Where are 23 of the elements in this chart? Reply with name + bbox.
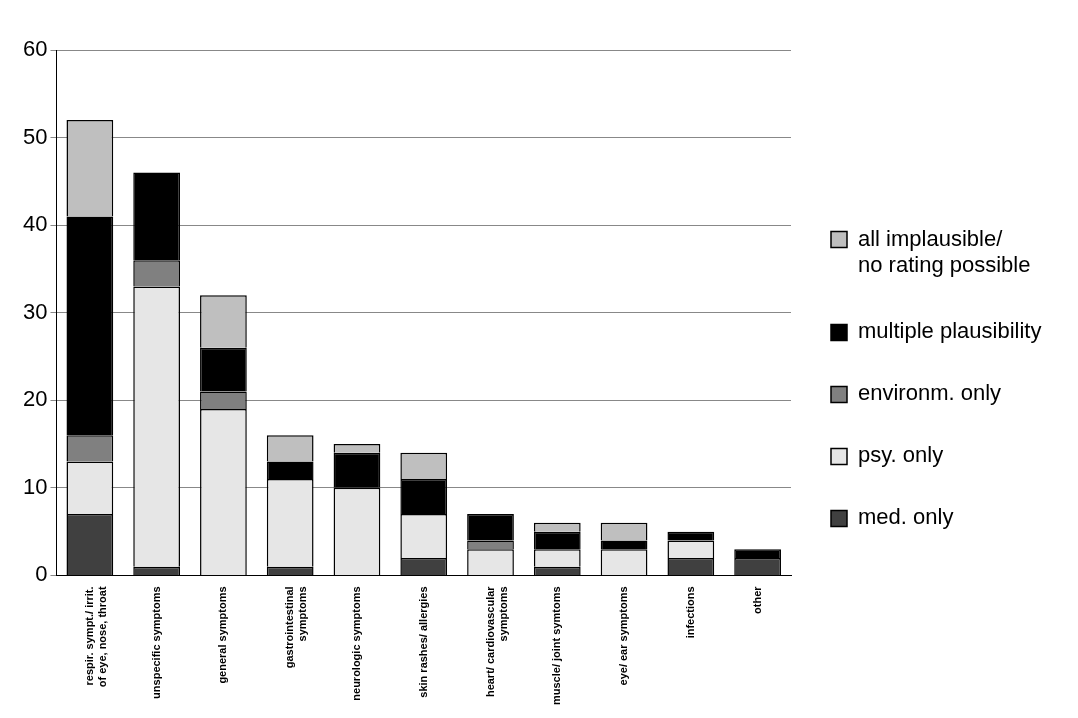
legend-label: med. only	[858, 504, 954, 530]
y-tick-label: 40	[22, 211, 48, 237]
legend-label: psy. only	[858, 442, 944, 468]
x-tick-label: gastrointestinal symptoms	[283, 586, 309, 669]
legend-label: multiple plausibility	[858, 318, 1042, 344]
y-tick-label: 0	[35, 561, 48, 587]
x-tick-label: infections	[683, 586, 696, 639]
x-tick-label: skin rashes/ allergies	[416, 586, 429, 698]
x-tick-label: muscle/ joint symtoms	[550, 586, 563, 706]
x-tick-label: eye/ ear symptoms	[617, 586, 630, 686]
legend-label: all implausible/ no rating possible	[858, 225, 1031, 278]
x-tick-label: other	[750, 585, 763, 614]
x-tick-label: neurologic symptoms	[349, 586, 362, 701]
y-tick-label: 20	[22, 386, 48, 412]
x-tick-label: heart/ cardiovascular symptoms	[483, 585, 509, 698]
y-tick-label: 30	[22, 298, 48, 324]
x-tick-label: respir. sympt./ irrit. of eye, nose, throat	[82, 586, 109, 688]
y-tick-label: 50	[22, 123, 48, 149]
legend-label: environm. only	[858, 380, 1002, 406]
y-tick-label: 10	[22, 473, 48, 499]
x-tick-label: general symptoms	[216, 586, 229, 684]
y-tick-label: 60	[22, 36, 48, 62]
x-tick-label: unspecific symptoms	[149, 586, 162, 699]
